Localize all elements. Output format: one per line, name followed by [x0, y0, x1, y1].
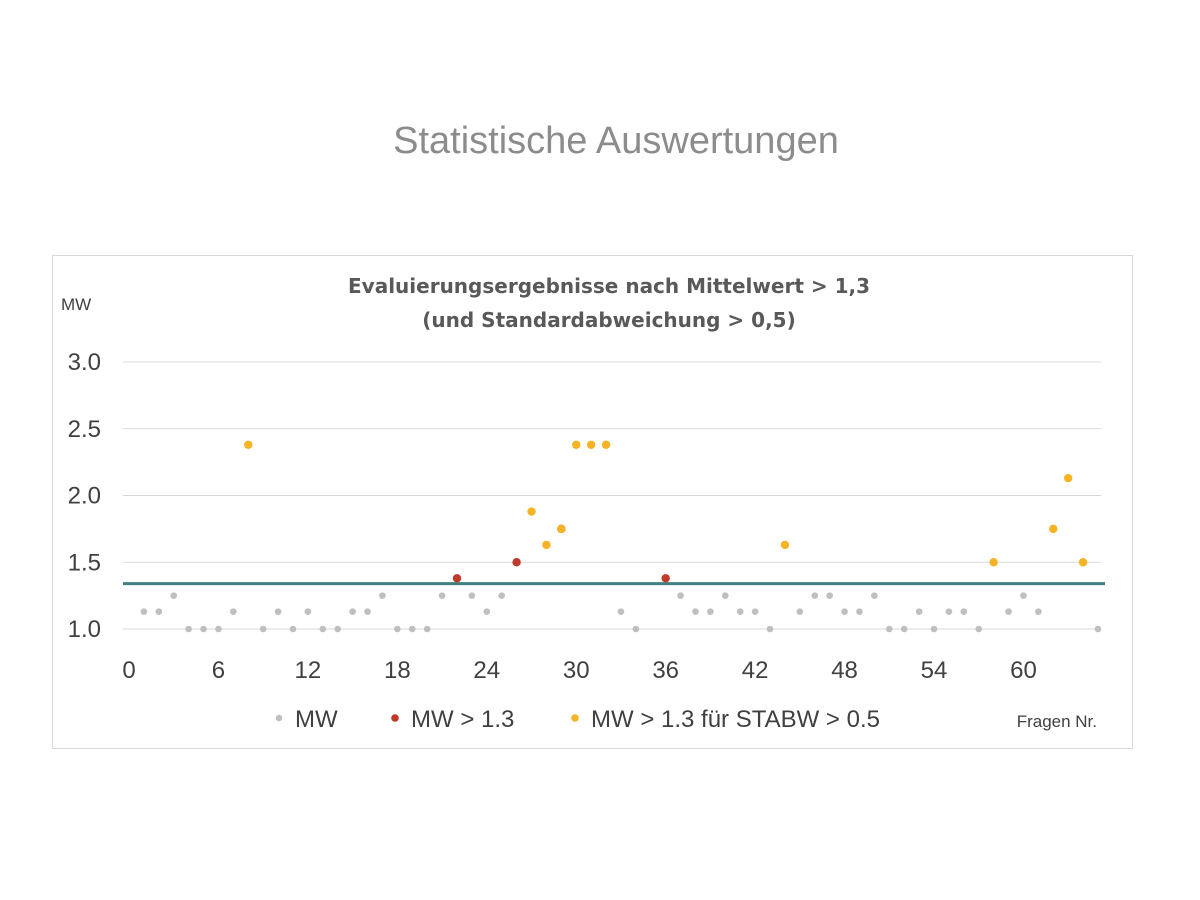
point-mw-gt [661, 574, 670, 583]
y-tick-label: 2.5 [68, 416, 101, 443]
x-tick-label: 0 [122, 657, 135, 684]
grid-lines [123, 361, 1101, 630]
point-mw-gt-stabw [542, 540, 551, 550]
x-tick-label: 18 [384, 657, 411, 684]
point-mw [379, 592, 386, 599]
point-mw [796, 608, 804, 615]
point-mw [1005, 608, 1012, 615]
point-mw [632, 625, 640, 633]
point-mw [1020, 592, 1027, 599]
point-mw [871, 592, 878, 599]
x-tick-label: 54 [921, 657, 948, 684]
point-mw [423, 625, 431, 633]
point-mw [394, 625, 401, 633]
point-mw [259, 625, 267, 633]
point-mw [289, 625, 297, 633]
legend-label: MW [295, 706, 338, 733]
point-mw [155, 608, 163, 615]
point-mw [915, 608, 923, 615]
point-mw [468, 592, 476, 599]
x-tick-label: 12 [295, 657, 322, 684]
point-mw [1094, 625, 1102, 633]
y-tick-label: 2.0 [68, 483, 101, 510]
legend-label: MW > 1.3 für STABW > 0.5 [591, 706, 880, 733]
point-mw [349, 608, 356, 615]
point-mw [900, 625, 908, 633]
x-tick-label: 24 [473, 657, 500, 684]
point-mw-gt-stabw [989, 558, 998, 567]
point-mw [319, 625, 327, 633]
point-mw-gt-stabw [1063, 473, 1073, 483]
point-mw [364, 608, 371, 615]
legend-marker [571, 714, 579, 722]
point-mw-gt-stabw [527, 507, 536, 516]
chart-title-line2: (und Standardabweichung > 0,5) [422, 308, 795, 332]
point-mw [945, 608, 953, 615]
point-mw-gt-stabw [244, 440, 253, 449]
legend-marker [275, 714, 283, 722]
point-mw [200, 625, 207, 633]
point-mw [140, 608, 148, 615]
x-tick-label: 48 [831, 657, 858, 684]
point-mw-gt [452, 574, 462, 583]
point-mw [185, 625, 192, 633]
point-mw-gt-stabw [557, 524, 566, 534]
point-mw [498, 592, 505, 599]
point-mw [304, 608, 312, 615]
point-mw-gt-stabw [572, 440, 581, 449]
point-mw [751, 608, 759, 615]
point-mw [170, 592, 178, 599]
x-tick-label: 60 [1010, 657, 1037, 684]
x-tick-label: 36 [652, 657, 679, 684]
point-mw [692, 608, 699, 615]
point-mw [677, 592, 684, 599]
chart-frame: 1.0 1.5 2.0 2.5 3.0 0 6 12 18 24 30 36 42 48 54 60 Eva… [52, 255, 1133, 749]
legend-label: MW > 1.3 [411, 706, 514, 733]
scatter-chart: 1.0 1.5 2.0 2.5 3.0 0 6 12 18 24 30 36 42 48 54 60 Eva… [61, 274, 1105, 733]
point-mw [483, 608, 491, 615]
point-mw [1035, 608, 1042, 615]
y-tick-label: 1.0 [68, 616, 101, 643]
point-mw [707, 608, 714, 615]
point-mw-gt-stabw [601, 440, 611, 449]
point-mw [334, 625, 342, 633]
point-mw [408, 625, 416, 633]
legend: MW MW > 1.3 MW > 1.3 für STABW > 0.5 [275, 706, 880, 733]
point-mw [930, 625, 938, 633]
slide-title: Statistische Auswertungen [393, 120, 839, 162]
x-tick-label: 30 [563, 657, 590, 684]
point-mw [885, 625, 893, 633]
y-tick-label: 1.5 [68, 549, 101, 576]
point-mw-gt-stabw [1078, 558, 1088, 567]
x-tick-label: 42 [742, 657, 769, 684]
point-mw [856, 608, 863, 615]
x-tick-labels: 0 6 12 18 24 30 36 42 48 54 60 [122, 657, 1036, 684]
point-mw-gt-stabw [1049, 524, 1058, 534]
point-mw [975, 625, 983, 633]
point-mw [274, 608, 282, 615]
data-points [140, 440, 1102, 633]
y-axis-label: MW [61, 295, 91, 314]
point-mw [617, 608, 625, 615]
y-tick-label: 3.0 [68, 349, 101, 376]
point-mw [811, 592, 819, 599]
x-axis-label: Fragen Nr. [1017, 712, 1097, 731]
point-mw [215, 625, 222, 633]
point-mw [736, 608, 744, 615]
point-mw [438, 592, 446, 599]
chart-title-line1: Evaluierungsergebnisse nach Mittelwert >… [348, 274, 870, 298]
legend-marker [391, 714, 399, 722]
point-mw [230, 608, 237, 615]
point-mw [960, 608, 968, 615]
point-mw [826, 592, 833, 599]
x-tick-label: 6 [212, 657, 225, 684]
point-mw-gt-stabw [586, 440, 596, 449]
point-mw [722, 592, 729, 599]
point-mw [766, 625, 774, 633]
point-mw-gt [512, 558, 521, 567]
y-tick-labels: 1.0 1.5 2.0 2.5 3.0 [68, 349, 101, 643]
point-mw [841, 608, 848, 615]
point-mw-gt-stabw [780, 540, 790, 550]
